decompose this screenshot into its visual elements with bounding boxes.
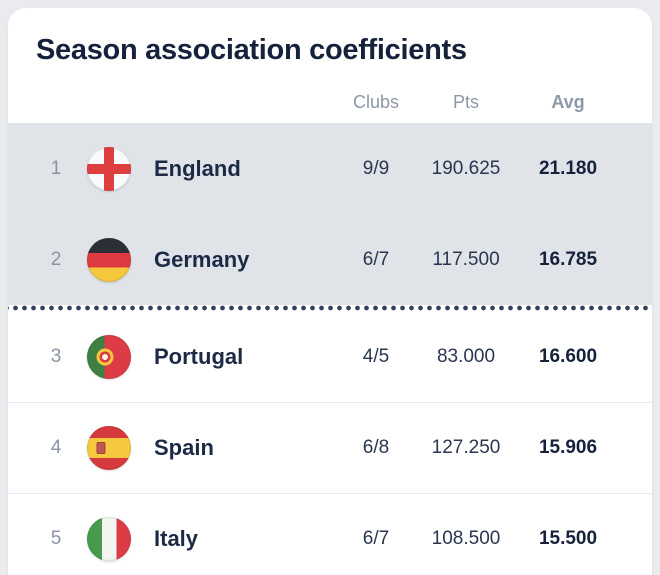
qualification-cutoff-divider xyxy=(8,305,652,311)
clubs-value: 9/9 xyxy=(362,157,390,179)
clubs-value: 6/7 xyxy=(362,528,390,549)
avg-value: 15.500 xyxy=(538,528,598,549)
country-name: Italy xyxy=(154,526,199,551)
rank-number: 2 xyxy=(50,248,62,270)
avg-value: 16.600 xyxy=(538,345,598,367)
pts-value: 117.500 xyxy=(432,248,500,270)
pts-value: 127.250 xyxy=(431,437,501,458)
clubs-value: 4/5 xyxy=(362,345,390,367)
coefficients-table: 1 England 9/9 190.625 21.180 2 Germany 6… xyxy=(8,123,652,575)
clubs-value: 6/7 xyxy=(362,248,390,270)
country-name: England xyxy=(154,155,241,181)
header-pts: Pts xyxy=(452,91,479,112)
header-clubs: Clubs xyxy=(352,91,400,112)
table-row-germany[interactable]: 2 Germany 6/7 117.500 16.785 xyxy=(8,214,652,305)
germany-flag-icon xyxy=(87,237,131,282)
rank-number: 1 xyxy=(50,157,62,179)
england-flag-icon xyxy=(87,146,131,191)
avg-value: 16.785 xyxy=(538,248,598,270)
page-title: Season association coefficients xyxy=(36,34,467,66)
rank-number: 3 xyxy=(50,345,62,367)
country-name: Spain xyxy=(154,435,214,460)
table-row-italy[interactable]: 5 Italy 6/7 108.500 15.500 xyxy=(8,493,652,575)
header-avg: Avg xyxy=(551,91,585,112)
rank-number: 5 xyxy=(50,528,62,549)
table-row-spain[interactable]: 4 Spain 6/8 127.250 15.906 xyxy=(8,402,652,493)
portugal-flag-icon xyxy=(87,334,131,379)
table-header: Clubs Pts Avg xyxy=(8,89,652,115)
country-name: Portugal xyxy=(154,343,244,369)
avg-value: 15.906 xyxy=(538,437,598,458)
spain-flag-icon xyxy=(87,426,131,470)
italy-flag-icon xyxy=(87,517,131,561)
avg-value: 21.180 xyxy=(538,157,598,179)
coefficients-card: Season association coefficients Clubs Pt… xyxy=(8,8,652,575)
clubs-value: 6/8 xyxy=(362,437,390,458)
table-row-portugal[interactable]: 3 Portugal 4/5 83.000 16.600 xyxy=(8,311,652,402)
pts-value: 83.000 xyxy=(436,345,496,367)
pts-value: 190.625 xyxy=(431,157,501,179)
table-row-england[interactable]: 1 England 9/9 190.625 21.180 xyxy=(8,123,652,214)
country-name: Germany xyxy=(154,246,250,272)
pts-value: 108.500 xyxy=(431,528,501,549)
rank-number: 4 xyxy=(50,437,62,458)
